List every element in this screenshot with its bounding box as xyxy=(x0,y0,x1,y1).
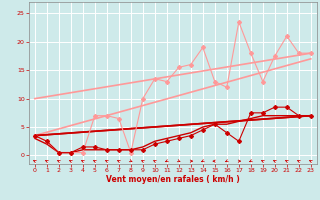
X-axis label: Vent moyen/en rafales ( km/h ): Vent moyen/en rafales ( km/h ) xyxy=(106,175,240,184)
